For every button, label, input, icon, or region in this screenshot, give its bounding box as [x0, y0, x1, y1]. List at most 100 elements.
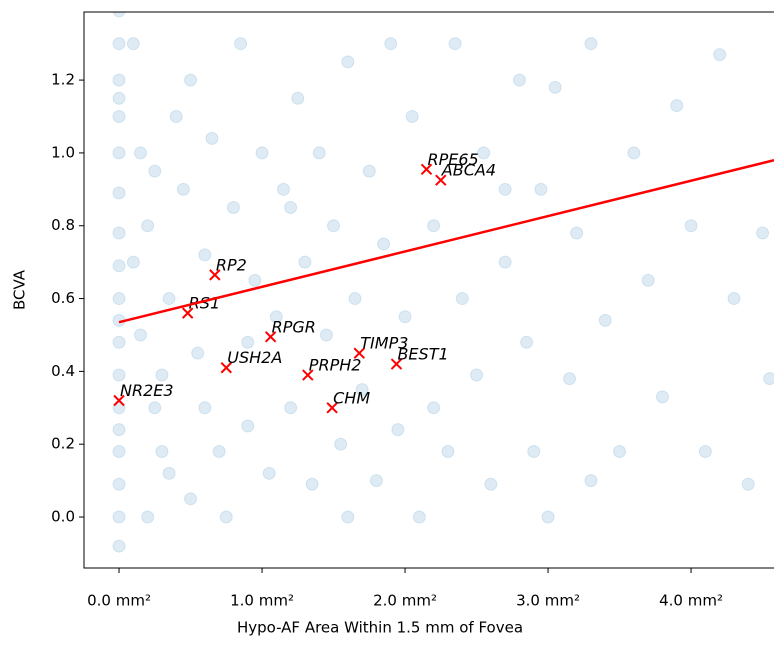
point [684, 219, 698, 233]
point [341, 510, 355, 524]
point [441, 444, 455, 458]
point [112, 335, 126, 349]
fit-line [118, 158, 774, 324]
y-axis-label: BCVA [11, 269, 29, 310]
point [512, 73, 526, 87]
point [112, 91, 126, 105]
y-tick-label: 1.2 [51, 71, 75, 89]
point [112, 226, 126, 240]
highlight-point [209, 269, 221, 281]
highlight-point [435, 174, 447, 186]
point [470, 368, 484, 382]
point [241, 335, 255, 349]
point [655, 390, 669, 404]
point [484, 477, 498, 491]
point [520, 335, 534, 349]
point [112, 73, 126, 87]
highlight-point [220, 362, 232, 374]
point [319, 328, 333, 342]
point [369, 474, 383, 488]
point [112, 110, 126, 124]
point [234, 37, 248, 51]
point-label: RP2 [216, 255, 247, 274]
point [362, 164, 376, 178]
point [269, 310, 283, 324]
point [184, 492, 198, 506]
point-label: TIMP3 [360, 334, 408, 353]
point-label: RPGR [272, 317, 316, 336]
point [348, 292, 362, 306]
axes-frame [83, 11, 774, 569]
point-label: USH2A [227, 348, 282, 367]
point-label: PRPH2 [309, 356, 362, 375]
highlight-point [353, 347, 365, 359]
point [627, 146, 641, 160]
point-label: ABCA4 [441, 161, 496, 180]
point [169, 110, 183, 124]
point [427, 401, 441, 415]
x-tick-label: 2.0 mm² [373, 592, 437, 610]
point [112, 423, 126, 437]
point [205, 131, 219, 145]
point [741, 477, 755, 491]
point [698, 444, 712, 458]
point-label: RPE65 [427, 150, 478, 169]
point [641, 273, 655, 287]
point [162, 466, 176, 480]
point [148, 401, 162, 415]
point [262, 466, 276, 480]
point [327, 219, 341, 233]
point [126, 255, 140, 269]
point [141, 219, 155, 233]
point [112, 477, 126, 491]
point [212, 444, 226, 458]
point [112, 259, 126, 273]
point [284, 401, 298, 415]
point [112, 186, 126, 200]
point-label: NR2E3 [120, 381, 174, 400]
point [756, 226, 770, 240]
point [112, 292, 126, 306]
point [112, 368, 126, 382]
x-tick-label: 4.0 mm² [659, 592, 723, 610]
point [248, 273, 262, 287]
point [584, 474, 598, 488]
point [198, 401, 212, 415]
point [398, 310, 412, 324]
point [598, 313, 612, 327]
point [305, 477, 319, 491]
y-tick-label: 0.4 [51, 362, 75, 380]
point [412, 510, 426, 524]
point [455, 292, 469, 306]
y-tick-label: 0.0 [51, 508, 75, 526]
point [448, 37, 462, 51]
point [498, 255, 512, 269]
point [341, 55, 355, 69]
point [334, 437, 348, 451]
point [112, 510, 126, 524]
x-axis-label: Hypo-AF Area Within 1.5 mm of Fovea [237, 619, 523, 637]
point [133, 146, 147, 160]
point [112, 12, 126, 18]
point [284, 201, 298, 215]
y-tick-label: 0.8 [51, 216, 75, 234]
y-tick-label: 1.0 [51, 143, 75, 161]
point [670, 99, 684, 113]
point [219, 510, 233, 524]
point [427, 219, 441, 233]
point [563, 372, 577, 386]
point [126, 37, 140, 51]
point [276, 182, 290, 196]
x-tick-label: 3.0 mm² [516, 592, 580, 610]
point [727, 292, 741, 306]
point [391, 423, 405, 437]
highlight-point [302, 369, 314, 381]
highlight-point [326, 402, 338, 414]
point [112, 146, 126, 160]
point-label: CHM [333, 388, 370, 407]
point [477, 146, 491, 160]
point [112, 444, 126, 458]
point [405, 110, 419, 124]
